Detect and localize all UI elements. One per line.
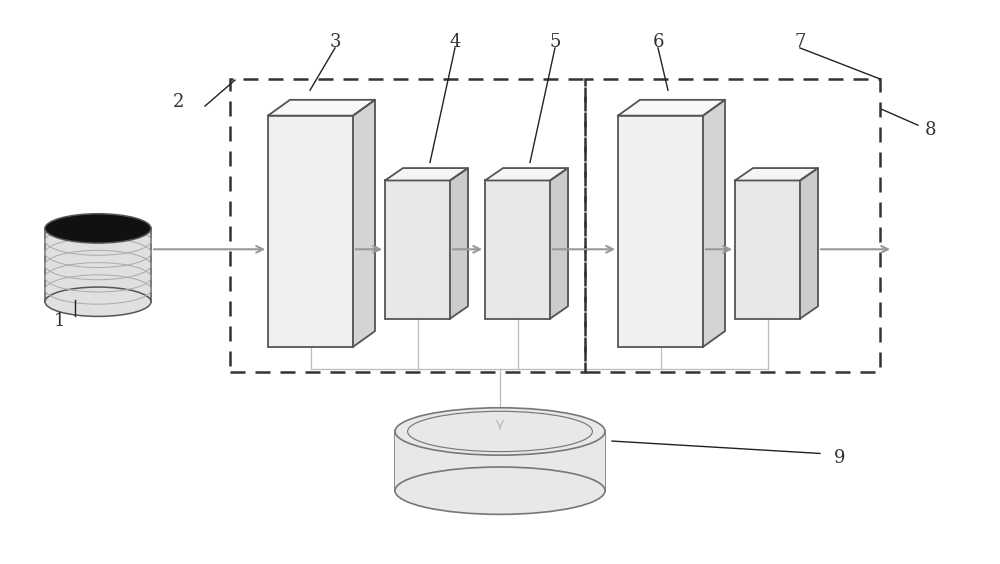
Bar (395, 431, 605, 491)
Polygon shape (800, 168, 818, 319)
Text: 7: 7 (794, 33, 806, 51)
Bar (45, 228, 151, 302)
Text: 9: 9 (834, 449, 846, 467)
Bar (268, 116, 353, 347)
Bar (385, 180, 450, 319)
Ellipse shape (45, 214, 151, 243)
Text: 2: 2 (172, 92, 184, 111)
Bar (230, 79, 585, 372)
Polygon shape (703, 100, 725, 347)
Ellipse shape (395, 467, 605, 514)
Text: 3: 3 (329, 33, 341, 51)
Polygon shape (353, 100, 375, 347)
Text: 8: 8 (924, 121, 936, 139)
Polygon shape (385, 168, 468, 180)
Polygon shape (735, 168, 818, 180)
Text: 6: 6 (652, 33, 664, 51)
Bar (485, 180, 550, 319)
Bar (585, 79, 880, 372)
Ellipse shape (395, 408, 605, 455)
Polygon shape (485, 168, 568, 180)
Text: 4: 4 (449, 33, 461, 51)
Ellipse shape (45, 287, 151, 316)
Text: 1: 1 (54, 312, 66, 331)
Text: 5: 5 (549, 33, 561, 51)
Bar (618, 116, 703, 347)
Polygon shape (618, 100, 725, 116)
Bar (735, 180, 800, 319)
Polygon shape (268, 100, 375, 116)
Polygon shape (550, 168, 568, 319)
Polygon shape (450, 168, 468, 319)
